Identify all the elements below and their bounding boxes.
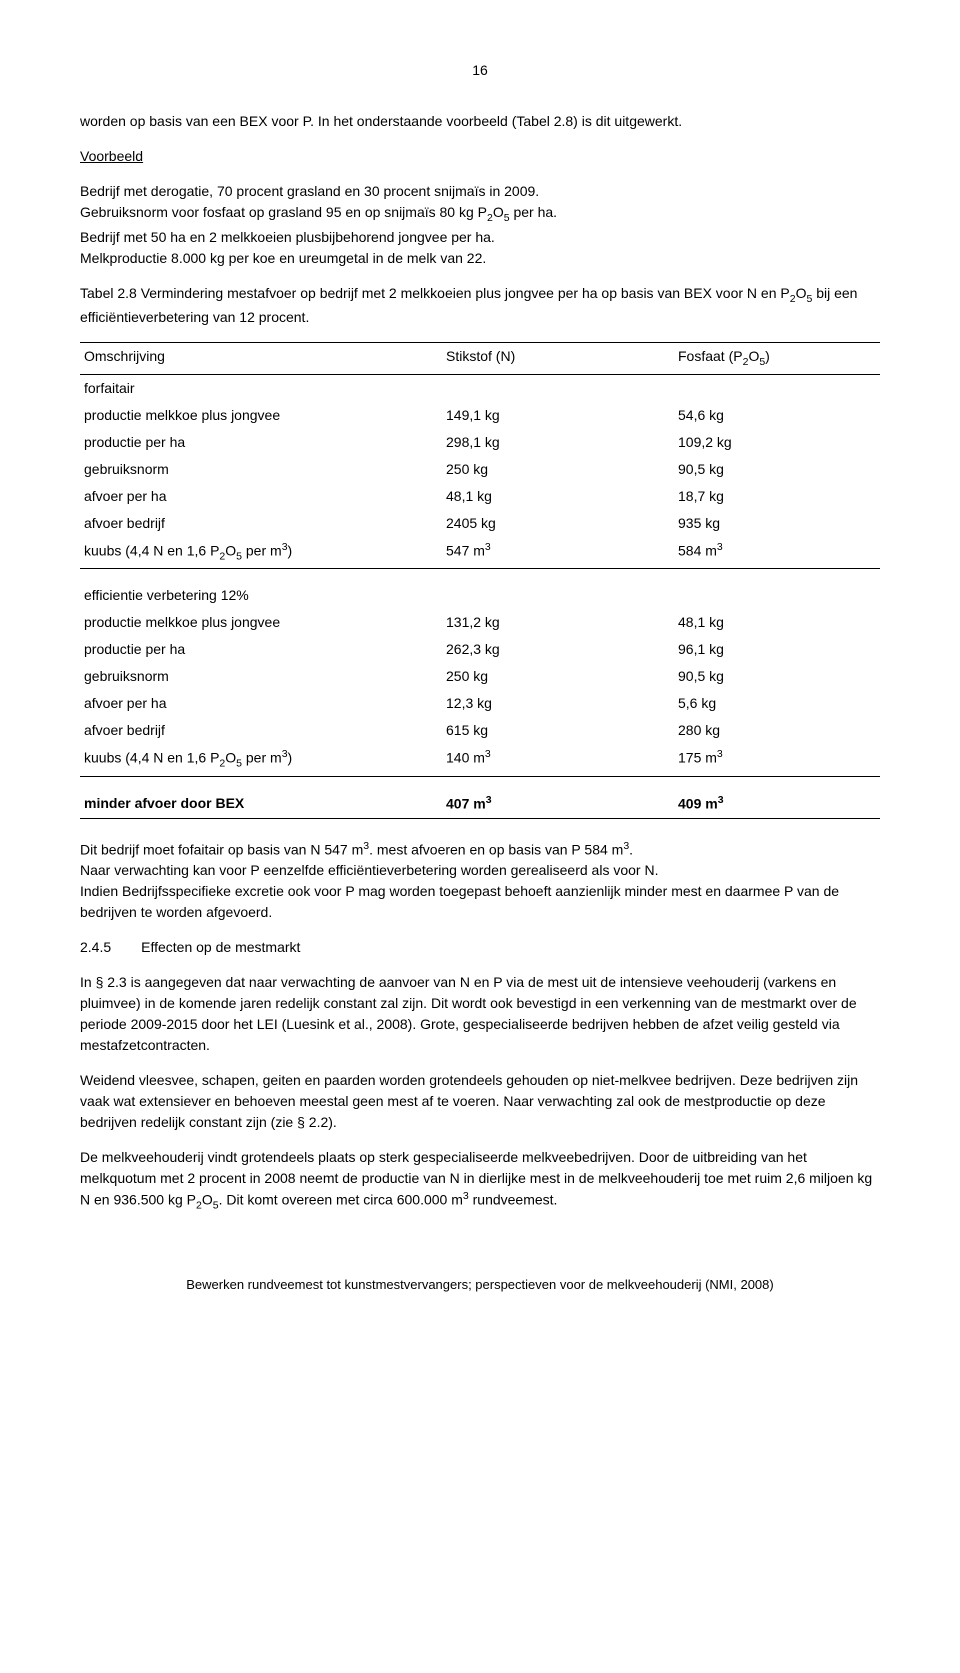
cell: 109,2 kg: [648, 429, 880, 456]
body-para: De melkveehouderij vindt grotendeels pla…: [80, 1147, 880, 1214]
row-label: productie per ha: [80, 429, 416, 456]
body-para: Weidend vleesvee, schapen, geiten en paa…: [80, 1070, 880, 1133]
text: . Dit komt overeen met circa 600.000 m: [219, 1192, 463, 1208]
row-label: kuubs (4,4 N en 1,6 P2O5 per m3): [80, 744, 416, 776]
data-table: Omschrijving Stikstof (N) Fosfaat (P2O5)…: [80, 342, 880, 819]
row-label: afvoer per ha: [80, 483, 416, 510]
col-header: Stikstof (N): [416, 343, 648, 375]
row-label: gebruiksnorm: [80, 663, 416, 690]
text: Gebruiksnorm voor fosfaat op grasland 95…: [80, 204, 487, 220]
text: Bedrijf met derogatie, 70 procent grasla…: [80, 183, 539, 199]
example-label: Voorbeeld: [80, 146, 880, 167]
cell: 175 m3: [648, 744, 880, 776]
table-row: gebruiksnorm250 kg90,5 kg: [80, 663, 880, 690]
cell: 140 m3: [416, 744, 648, 776]
text: . mest afvoeren en op basis van P 584 m: [369, 841, 623, 857]
table-row: gebruiksnorm250 kg90,5 kg: [80, 456, 880, 483]
cell: 2405 kg: [416, 510, 648, 537]
cell: 5,6 kg: [648, 690, 880, 717]
table-caption: Tabel 2.8 Vermindering mestafvoer op bed…: [80, 283, 880, 329]
table-row: forfaitair: [80, 374, 880, 402]
intro-line: worden op basis van een BEX voor P. In h…: [80, 111, 880, 132]
cell: 298,1 kg: [416, 429, 648, 456]
section-title: Effecten op de mestmarkt: [141, 939, 300, 955]
text: Melkproductie 8.000 kg per koe en ureumg…: [80, 250, 486, 266]
spacer-row: [80, 568, 880, 582]
table-header-row: Omschrijving Stikstof (N) Fosfaat (P2O5): [80, 343, 880, 375]
row-label: gebruiksnorm: [80, 456, 416, 483]
row-label: afvoer bedrijf: [80, 510, 416, 537]
cell: 12,3 kg: [416, 690, 648, 717]
table-row: afvoer bedrijf615 kg280 kg: [80, 717, 880, 744]
cell: 935 kg: [648, 510, 880, 537]
cell: 149,1 kg: [416, 402, 648, 429]
row-label: productie melkkoe plus jongvee: [80, 609, 416, 636]
section-number: 2.4.5: [80, 937, 111, 958]
page-number: 16: [80, 60, 880, 81]
cell: 48,1 kg: [648, 609, 880, 636]
row-label: afvoer bedrijf: [80, 717, 416, 744]
col-header: Fosfaat (P2O5): [648, 343, 880, 375]
table-row: afvoer per ha12,3 kg5,6 kg: [80, 690, 880, 717]
table-row: productie per ha262,3 kg96,1 kg: [80, 636, 880, 663]
text: rundveemest.: [469, 1192, 558, 1208]
cell: 409 m3: [648, 790, 880, 818]
cell: 250 kg: [416, 663, 648, 690]
table-row: afvoer bedrijf2405 kg935 kg: [80, 510, 880, 537]
cell: 262,3 kg: [416, 636, 648, 663]
section-label: forfaitair: [80, 374, 416, 402]
row-label: minder afvoer door BEX: [80, 790, 416, 818]
subscript: 2: [790, 292, 796, 304]
text: Indien Bedrijfsspecifieke excretie ook v…: [80, 883, 839, 920]
cell: 547 m3: [416, 537, 648, 569]
cell: 584 m3: [648, 537, 880, 569]
summary-row: minder afvoer door BEX 407 m3 409 m3: [80, 790, 880, 818]
col-header: Omschrijving: [80, 343, 416, 375]
cell: 280 kg: [648, 717, 880, 744]
subscript: 2: [487, 212, 493, 224]
cell: 407 m3: [416, 790, 648, 818]
cell: 615 kg: [416, 717, 648, 744]
section-label: efficientie verbetering 12%: [80, 582, 416, 609]
table-row: efficientie verbetering 12%: [80, 582, 880, 609]
post-table-para: Dit bedrijf moet fofaitair op basis van …: [80, 839, 880, 924]
page-footer: Bewerken rundveemest tot kunstmestvervan…: [80, 1275, 880, 1295]
section-heading: 2.4.5 Effecten op de mestmarkt: [80, 937, 880, 958]
text: .: [629, 841, 633, 857]
row-label: productie melkkoe plus jongvee: [80, 402, 416, 429]
cell: 96,1 kg: [648, 636, 880, 663]
text: per ha.: [510, 204, 557, 220]
text: Dit bedrijf moet fofaitair op basis van …: [80, 841, 363, 857]
table-row: kuubs (4,4 N en 1,6 P2O5 per m3) 140 m3 …: [80, 744, 880, 776]
cell: 90,5 kg: [648, 456, 880, 483]
body-para: In § 2.3 is aangegeven dat naar verwacht…: [80, 972, 880, 1056]
cell: 54,6 kg: [648, 402, 880, 429]
table-row: kuubs (4,4 N en 1,6 P2O5 per m3) 547 m3 …: [80, 537, 880, 569]
table-row: productie per ha298,1 kg109,2 kg: [80, 429, 880, 456]
text: Naar verwachting kan voor P eenzelfde ef…: [80, 862, 658, 878]
cell: 48,1 kg: [416, 483, 648, 510]
cell: 250 kg: [416, 456, 648, 483]
example-desc: Bedrijf met derogatie, 70 procent grasla…: [80, 181, 880, 269]
table-row: productie melkkoe plus jongvee149,1 kg54…: [80, 402, 880, 429]
text: Tabel 2.8 Vermindering mestafvoer op bed…: [80, 285, 790, 301]
row-label: productie per ha: [80, 636, 416, 663]
spacer-row: [80, 776, 880, 790]
cell: 90,5 kg: [648, 663, 880, 690]
cell: 18,7 kg: [648, 483, 880, 510]
row-label: afvoer per ha: [80, 690, 416, 717]
text: Bedrijf met 50 ha en 2 melkkoeien plusbi…: [80, 229, 495, 245]
table-row: afvoer per ha48,1 kg18,7 kg: [80, 483, 880, 510]
table-row: productie melkkoe plus jongvee131,2 kg48…: [80, 609, 880, 636]
cell: 131,2 kg: [416, 609, 648, 636]
row-label: kuubs (4,4 N en 1,6 P2O5 per m3): [80, 537, 416, 569]
